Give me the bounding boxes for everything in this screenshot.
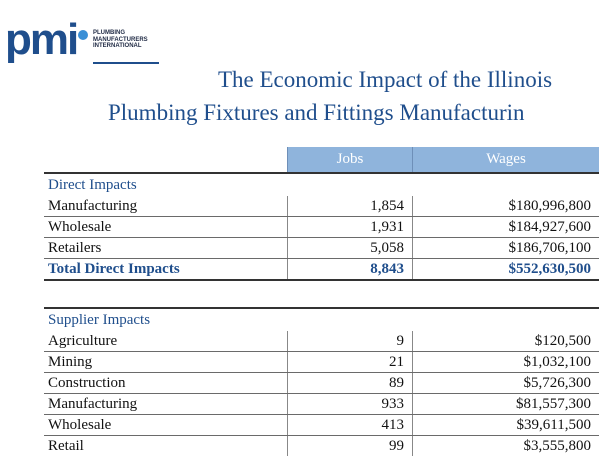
page-title-line-2: Plumbing Fixtures and Fittings Manufactu… bbox=[108, 100, 599, 126]
logo-wordmark: PLUMBING MANUFACTURERS INTERNATIONAL bbox=[93, 30, 148, 50]
pmi-logo: pmi PLUMBING MANUFACTURERS INTERNATIONAL bbox=[5, 24, 155, 68]
row-label: Retailers bbox=[44, 238, 288, 259]
section-heading-direct: Direct Impacts bbox=[44, 173, 599, 196]
row-jobs: 1,854 bbox=[288, 196, 413, 217]
logo-line-3: INTERNATIONAL bbox=[93, 43, 148, 50]
section-spacer bbox=[44, 280, 599, 308]
total-label: Total Direct Impacts bbox=[44, 259, 288, 281]
impact-table: Jobs Wages Direct Impacts Manufacturing … bbox=[44, 147, 599, 456]
row-jobs: 99 bbox=[288, 436, 413, 456]
table-header-row: Jobs Wages bbox=[44, 147, 599, 173]
row-wages: $39,611,500 bbox=[412, 415, 599, 436]
logo-rule bbox=[93, 62, 159, 64]
row-jobs: 5,058 bbox=[288, 238, 413, 259]
table-row: Mining 21 $1,032,100 bbox=[44, 352, 599, 373]
row-jobs: 1,931 bbox=[288, 217, 413, 238]
row-jobs: 9 bbox=[288, 331, 413, 352]
row-wages: $186,706,100 bbox=[412, 238, 599, 259]
wages-column-header: Wages bbox=[412, 147, 599, 173]
row-label: Construction bbox=[44, 373, 288, 394]
table-row: Agriculture 9 $120,500 bbox=[44, 331, 599, 352]
total-wages: $552,630,500 bbox=[412, 259, 599, 281]
row-wages: $5,726,300 bbox=[412, 373, 599, 394]
jobs-column-header: Jobs bbox=[288, 147, 413, 173]
header-blank bbox=[44, 147, 288, 173]
row-label: Wholesale bbox=[44, 415, 288, 436]
row-wages: $3,555,800 bbox=[412, 436, 599, 456]
row-label: Manufacturing bbox=[44, 394, 288, 415]
row-jobs: 21 bbox=[288, 352, 413, 373]
row-jobs: 89 bbox=[288, 373, 413, 394]
logo-dot bbox=[78, 30, 88, 40]
page-title-line-1: The Economic Impact of the Illinois bbox=[218, 67, 599, 93]
row-label: Agriculture bbox=[44, 331, 288, 352]
row-jobs: 413 bbox=[288, 415, 413, 436]
table-row: Manufacturing 933 $81,557,300 bbox=[44, 394, 599, 415]
row-wages: $81,557,300 bbox=[412, 394, 599, 415]
row-label: Retail bbox=[44, 436, 288, 456]
total-row: Total Direct Impacts 8,843 $552,630,500 bbox=[44, 259, 599, 281]
row-label: Manufacturing bbox=[44, 196, 288, 217]
table-row: Retailers 5,058 $186,706,100 bbox=[44, 238, 599, 259]
table-row: Manufacturing 1,854 $180,996,800 bbox=[44, 196, 599, 217]
row-jobs: 933 bbox=[288, 394, 413, 415]
section-heading-supplier: Supplier Impacts bbox=[44, 308, 599, 331]
table-row: Wholesale 413 $39,611,500 bbox=[44, 415, 599, 436]
table-row: Retail 99 $3,555,800 bbox=[44, 436, 599, 456]
row-label: Mining bbox=[44, 352, 288, 373]
row-wages: $120,500 bbox=[412, 331, 599, 352]
logo-letters: pmi bbox=[5, 18, 77, 62]
row-wages: $180,996,800 bbox=[412, 196, 599, 217]
total-jobs: 8,843 bbox=[288, 259, 413, 281]
table-row: Construction 89 $5,726,300 bbox=[44, 373, 599, 394]
row-wages: $1,032,100 bbox=[412, 352, 599, 373]
section-title: Supplier Impacts bbox=[44, 308, 288, 331]
section-title: Direct Impacts bbox=[44, 173, 288, 196]
row-label: Wholesale bbox=[44, 217, 288, 238]
row-wages: $184,927,600 bbox=[412, 217, 599, 238]
table-row: Wholesale 1,931 $184,927,600 bbox=[44, 217, 599, 238]
